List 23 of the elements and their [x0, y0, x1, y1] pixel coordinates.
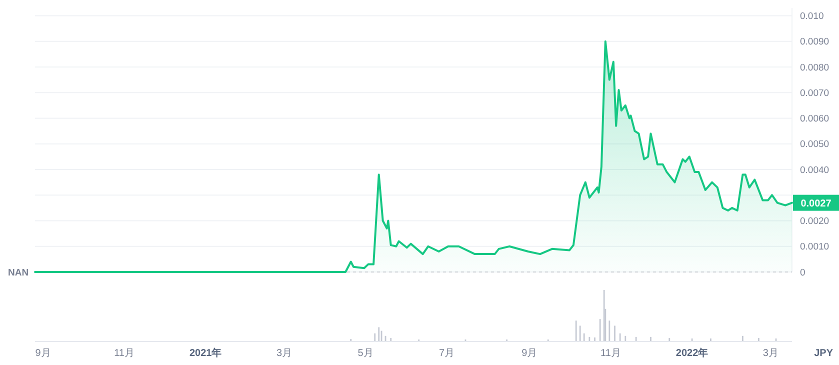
y-tick-label: 0.0050 — [800, 139, 830, 150]
x-tick-label: 9月 — [522, 348, 538, 359]
x-tick-label: 2021年 — [189, 347, 222, 359]
y-tick-label: 0.0080 — [800, 62, 830, 74]
x-tick-label: 9月 — [35, 348, 51, 359]
x-tick-label: 5月 — [358, 348, 374, 359]
y-tick-label: 0.0060 — [800, 114, 830, 125]
x-tick-label: 3月 — [276, 348, 292, 359]
y-tick-label: 0 — [800, 267, 806, 278]
y-tick-label: 0.0020 — [800, 216, 830, 228]
annotation: 0.0027 — [800, 198, 832, 210]
x-tick-label: 7月 — [439, 348, 455, 359]
x-tick-label: 11月 — [600, 348, 621, 359]
y-tick-label: 0.0010 — [800, 242, 830, 253]
x-tick-label: 3月 — [762, 348, 778, 359]
y-tick-label: 0.0070 — [800, 88, 830, 99]
x-tick-label: 11月 — [114, 348, 134, 359]
ref-line-label: NAN — [8, 267, 29, 278]
text: JPY — [814, 348, 834, 359]
y-tick-label: 0.0040 — [800, 164, 830, 176]
y-tick-label: 0.010 — [800, 11, 824, 22]
y-tick-label: 0.0090 — [800, 36, 830, 48]
x-tick-label: 2022年 — [676, 347, 708, 359]
